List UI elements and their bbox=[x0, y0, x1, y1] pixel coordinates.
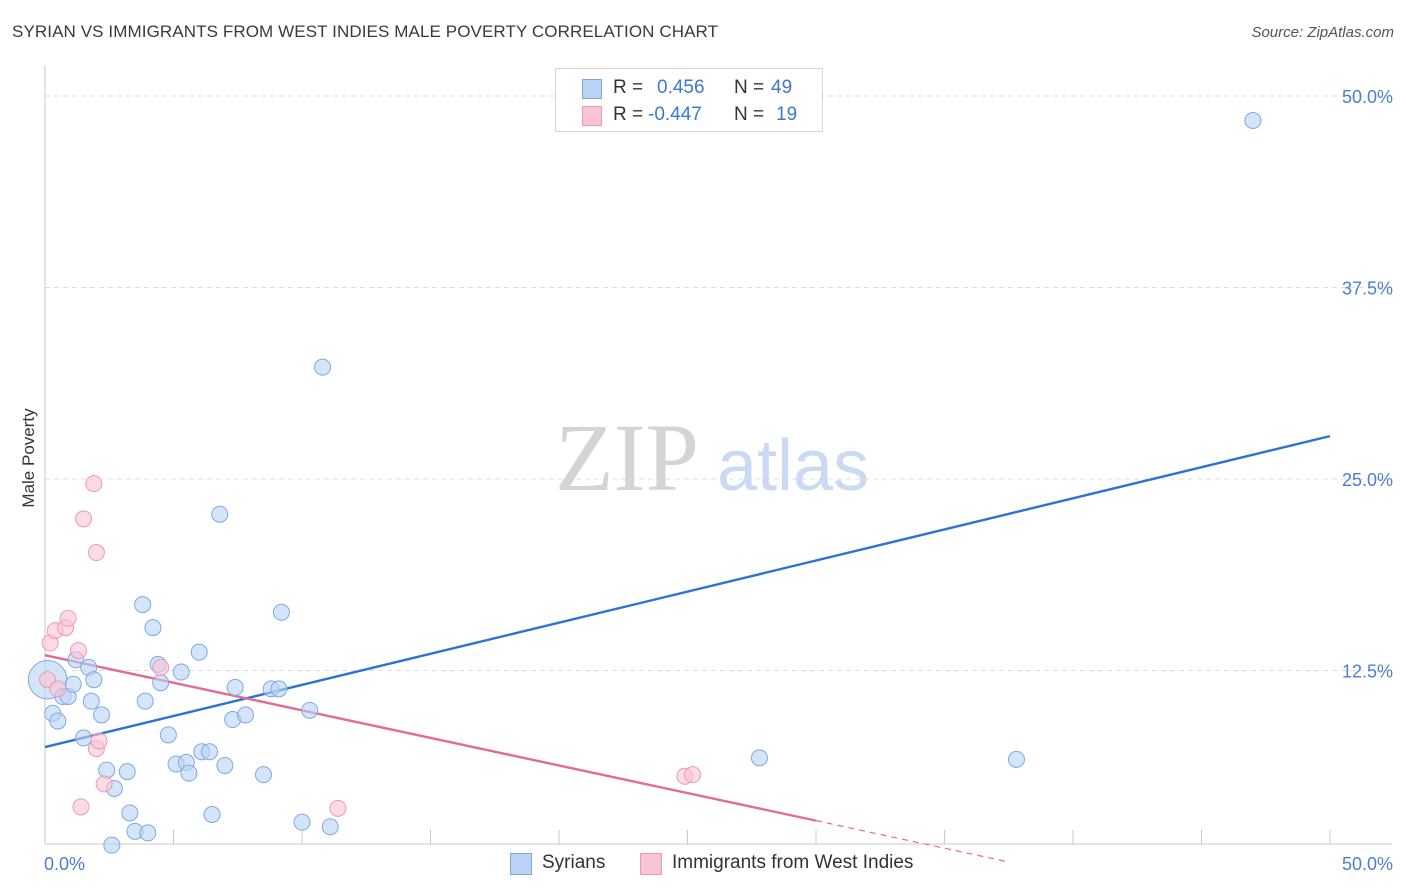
trend-line-0 bbox=[44, 434, 1331, 749]
syrians-point bbox=[272, 603, 290, 621]
syrians-point bbox=[203, 806, 221, 824]
syrians-point bbox=[139, 824, 157, 842]
x-tick-label: 50.0% bbox=[1342, 854, 1393, 874]
west-indies-point bbox=[329, 799, 347, 817]
west-indies-point bbox=[95, 775, 113, 793]
syrians-point bbox=[270, 680, 288, 698]
x-tick-labels: 0.0% 50.0% bbox=[44, 854, 1393, 874]
west-indies-point bbox=[59, 609, 77, 627]
west-indies-swatch bbox=[640, 853, 662, 875]
syrians-swatch bbox=[582, 79, 602, 99]
syrians-point bbox=[200, 743, 218, 761]
chart-title: SYRIAN VS IMMIGRANTS FROM WEST INDIES MA… bbox=[12, 22, 719, 41]
west-indies-point bbox=[684, 766, 702, 784]
syrians-point bbox=[134, 596, 152, 614]
syrians-point bbox=[301, 701, 319, 719]
syrians-point bbox=[172, 663, 190, 681]
syrians-point bbox=[211, 505, 229, 523]
y-tick-label: 37.5% bbox=[1342, 279, 1393, 299]
n-label: N = bbox=[734, 104, 765, 125]
r-label: R = bbox=[613, 104, 644, 125]
source-credit: Source: ZipAtlas.com bbox=[1251, 24, 1394, 41]
trend-line-1 bbox=[44, 654, 817, 822]
correlation-legend: R = 0.456 N = 49 R = -0.447 N = 19 bbox=[555, 68, 823, 132]
syrians-point bbox=[159, 726, 177, 744]
syrians-point bbox=[64, 675, 82, 693]
y-tick-label: 12.5% bbox=[1342, 662, 1393, 682]
syrians-point bbox=[226, 678, 244, 696]
syrians-point bbox=[180, 764, 198, 782]
x-tick-label: 0.0% bbox=[44, 854, 85, 874]
syrians-swatch bbox=[510, 853, 532, 875]
west-indies-point bbox=[90, 732, 108, 750]
west-indies-point bbox=[75, 510, 93, 528]
west-indies-point bbox=[152, 658, 170, 676]
y-axis-title: Male Poverty bbox=[19, 408, 38, 508]
trend-lines bbox=[44, 434, 1331, 863]
y-tick-labels: 12.5% 25.0% 37.5% 50.0% bbox=[1342, 87, 1393, 682]
legend-label-west-indies: Immigrants from West Indies bbox=[672, 852, 914, 873]
n-value: 49 bbox=[771, 77, 793, 98]
legend-row-syrians: R = 0.456 N = 49 bbox=[556, 77, 822, 103]
syrians-point bbox=[216, 756, 234, 774]
west-indies-point bbox=[72, 798, 90, 816]
syrians-point bbox=[190, 643, 208, 661]
syrians-point bbox=[98, 761, 116, 779]
syrians-point bbox=[144, 619, 162, 637]
syrians-point bbox=[152, 674, 170, 692]
syrians-point bbox=[121, 804, 139, 822]
syrians-point bbox=[49, 712, 67, 730]
n-label: N = bbox=[734, 77, 765, 98]
syrians-point bbox=[293, 813, 311, 831]
data-points bbox=[27, 112, 1262, 854]
syrians-point bbox=[254, 766, 272, 784]
syrians-point bbox=[236, 706, 254, 724]
watermark-atlas: atlas bbox=[717, 426, 869, 506]
r-value: 0.456 bbox=[657, 77, 705, 98]
syrians-point bbox=[75, 729, 93, 747]
syrians-point bbox=[314, 358, 332, 376]
west-indies-point bbox=[87, 544, 105, 562]
syrians-point bbox=[750, 749, 768, 767]
syrians-point bbox=[85, 671, 103, 689]
syrians-point bbox=[118, 763, 136, 781]
y-tick-label: 50.0% bbox=[1342, 87, 1393, 107]
syrians-point bbox=[321, 818, 339, 836]
syrians-point bbox=[93, 706, 111, 724]
syrians-point bbox=[103, 836, 121, 854]
y-tick-label: 25.0% bbox=[1342, 470, 1393, 490]
r-value: -0.447 bbox=[648, 104, 702, 125]
west-indies-swatch bbox=[582, 106, 602, 126]
legend-label-syrians: Syrians bbox=[542, 852, 606, 873]
west-indies-point bbox=[49, 680, 67, 698]
series-legend: Syrians Immigrants from West Indies bbox=[0, 852, 1406, 878]
n-value: 19 bbox=[776, 104, 798, 125]
syrians-point bbox=[1244, 112, 1262, 130]
r-label: R = bbox=[613, 77, 644, 98]
west-indies-point bbox=[69, 642, 87, 660]
syrians-point bbox=[82, 692, 100, 710]
legend-row-west-indies: R = -0.447 N = 19 bbox=[556, 104, 822, 130]
watermark-zip: ZIP bbox=[555, 404, 699, 511]
syrians-point bbox=[136, 692, 154, 710]
syrians-point bbox=[1007, 750, 1025, 768]
west-indies-point bbox=[85, 475, 103, 493]
